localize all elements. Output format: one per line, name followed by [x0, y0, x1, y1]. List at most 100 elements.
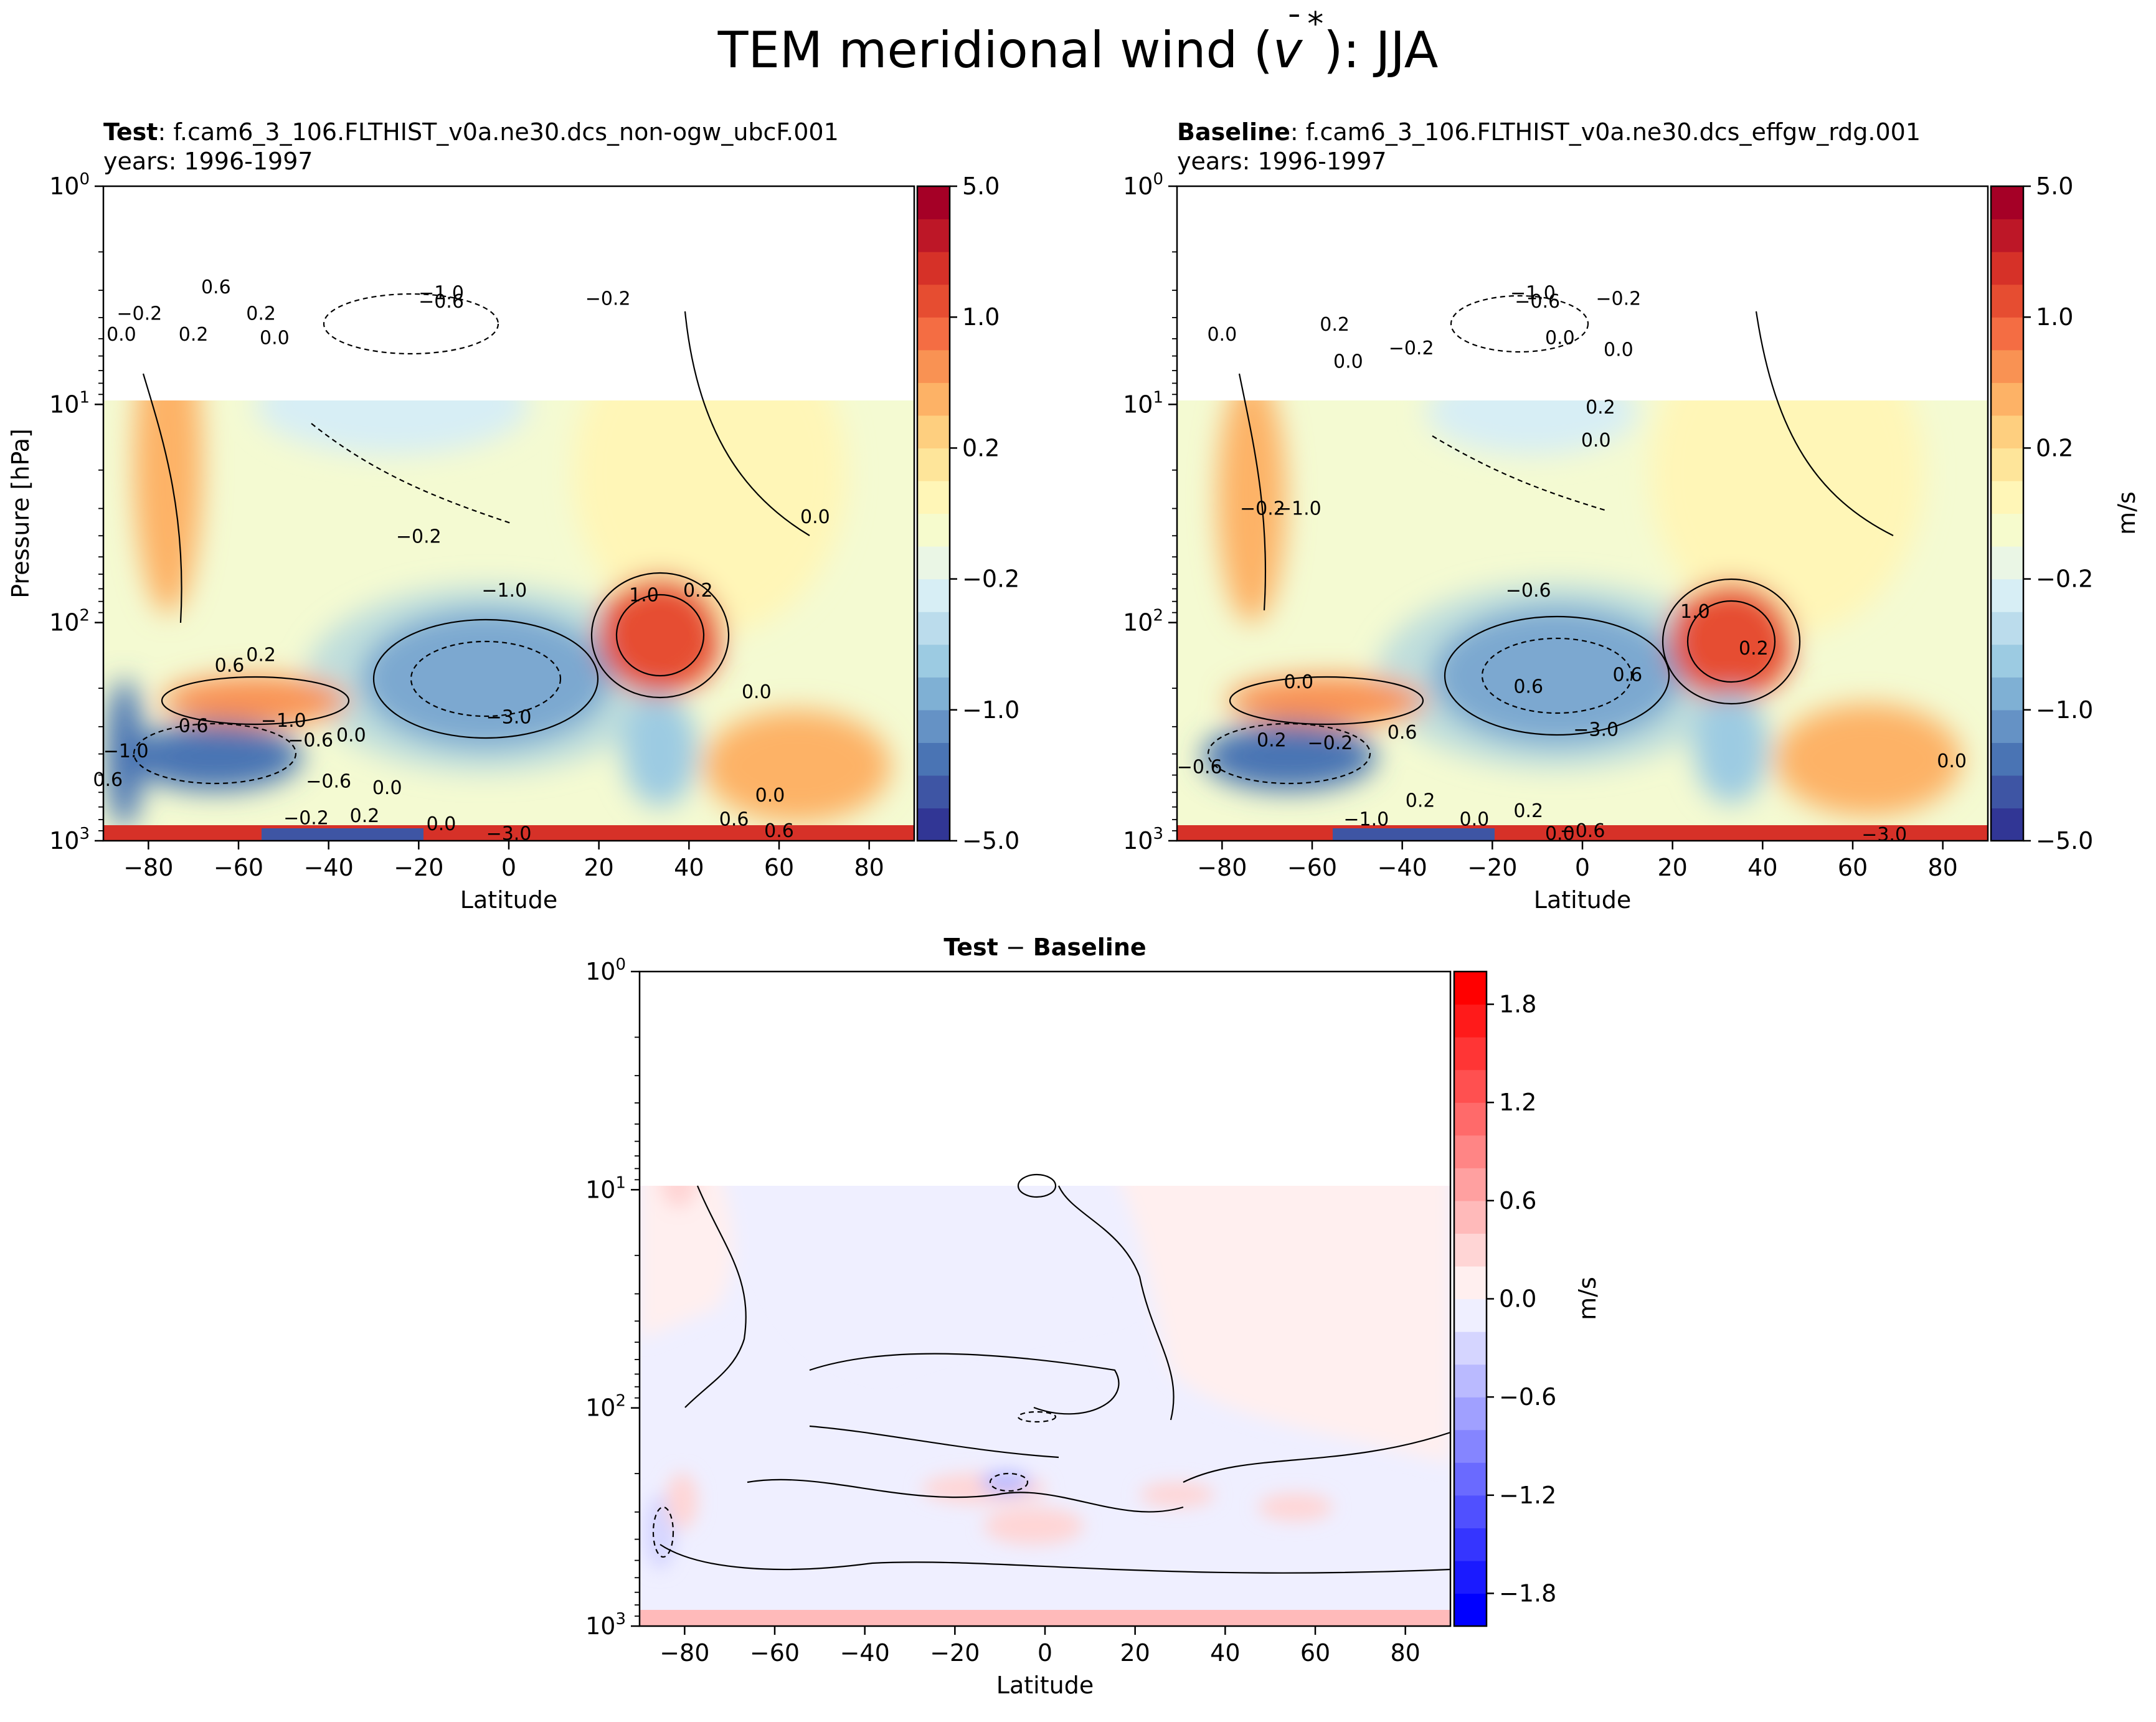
baseline-blob-sh-positive — [1227, 676, 1426, 726]
x-tick-label-baseline: 20 — [1657, 854, 1687, 881]
test-contour-label: −0.2 — [585, 288, 631, 310]
diff-blob-pos-6 — [1258, 1493, 1333, 1521]
test-contour-label: −0.2 — [396, 526, 442, 547]
colorbar-diff-tick-label: 1.2 — [1499, 1089, 1536, 1116]
x-tick-label-test: 80 — [854, 854, 884, 881]
x-tick-label-diff: −80 — [660, 1639, 709, 1667]
axes-baseline: −80 −60 −40 −20 0 20 40 60 80 100 101 102 103 Latitud… — [1123, 170, 1958, 914]
baseline-contour-label: −0.6 — [1506, 580, 1551, 602]
x-tick-label-baseline: 60 — [1838, 854, 1868, 881]
test-contour-label: −0.2 — [116, 303, 162, 325]
figure-title: TEM meridional wind (v¯ *): JJA — [717, 6, 1439, 79]
colorbar-test-swatch — [917, 742, 950, 776]
colorbar-diff-swatch — [1454, 1233, 1487, 1267]
baseline-contour-label: 0.6 — [1513, 676, 1543, 698]
colorbar-diff-tick-label: 0.0 — [1499, 1285, 1536, 1313]
y-tick-label-diff: 102 — [585, 1392, 626, 1422]
baseline-contour-label: −0.2 — [1596, 288, 1641, 310]
colorbar-baseline-frame — [1990, 185, 2025, 842]
test-contours — [133, 293, 810, 785]
baseline-blob-sh-negative — [1202, 722, 1376, 791]
y-tick-label-test: 101 — [49, 388, 90, 418]
colorbar-diff-tick-label: 0.6 — [1499, 1187, 1536, 1214]
baseline-contour-label: 0.6 — [1612, 664, 1642, 686]
axes-test: −80 −60 −40 −20 0 20 40 60 80 100 101 102 103 Latitud… — [7, 170, 884, 914]
x-tick-label-diff: −60 — [750, 1639, 800, 1667]
colorbar-test: 5.0 1.0 0.2 −0.2 −1.0 −5.0 — [916, 173, 1019, 854]
baseline-boundary-layer-negative — [1333, 828, 1495, 841]
x-tick-label-diff: 80 — [1390, 1639, 1420, 1667]
colorbar-baseline-tick-label: 1.0 — [2036, 303, 2073, 331]
colorbar-baseline-swatch — [1991, 709, 2023, 743]
y-tick-label-diff: 100 — [585, 955, 626, 985]
panel-test-years: years: 1996-1997 — [103, 148, 313, 175]
diff-blob-neg-2 — [981, 1471, 1031, 1493]
colorbar-diff-swatch — [1454, 1299, 1487, 1332]
colorbar-baseline-swatch — [1991, 808, 2023, 841]
diff-field — [640, 1076, 1450, 1626]
panel-diff: Test − Baseline — [638, 934, 1452, 1627]
baseline-contour-label: 0.0 — [1284, 671, 1313, 693]
test-contour-label: −1.0 — [103, 740, 149, 762]
test-contour-label: 0.0 — [742, 681, 772, 703]
colorbar-diff-swatch — [1454, 1528, 1487, 1561]
baseline-contour-label: 0.2 — [1320, 314, 1350, 336]
x-axis-label-baseline: Latitude — [1534, 886, 1631, 914]
baseline-contour-labels: 0.0 0.2−1.0−0.6 −0.20.00.0−0.2 0.00.20.0−0.… — [1177, 283, 1967, 846]
colorbar-test-tick-label: 1.0 — [962, 303, 1000, 331]
colorbar-baseline-swatch — [1991, 415, 2023, 448]
diff-top-mask — [640, 1076, 1450, 1186]
baseline-contour-label: 0.6 — [1388, 722, 1417, 744]
test-contour-label: 0.2 — [350, 805, 380, 827]
baseline-blob-nh-positive — [1669, 582, 1794, 701]
diff-blob-pos-5 — [1140, 1482, 1214, 1507]
baseline-contour-label: 1.0 — [1680, 601, 1710, 623]
baseline-contour-label: −3.0 — [1573, 719, 1619, 740]
test-contour-label: 0.2 — [683, 580, 713, 602]
baseline-boundary-layer-positive — [1177, 825, 1988, 841]
test-blob-core-halo — [305, 585, 666, 772]
colorbar-diff-tick-label: 1.8 — [1499, 991, 1536, 1018]
test-blob-polar-negative — [106, 679, 143, 828]
colorbar-test-swatch — [917, 317, 950, 351]
baseline-contour-label: 0.2 — [1513, 800, 1543, 822]
baseline-contour-label: 0.2 — [1257, 730, 1287, 752]
axes-diff: −80 −60 −40 −20 0 20 40 60 80 100 101 102 103 Latitud… — [585, 955, 1421, 1699]
panel-baseline: Baseline: f.cam6_3_106.FLTHIST_v0a.ne30.… — [1176, 118, 1989, 846]
baseline-contour-label: −0.6 — [1560, 820, 1605, 842]
baseline-contour-label: −1.0 — [1343, 808, 1389, 830]
test-blob-sh-negative — [128, 722, 302, 791]
colorbar-test-swatch — [917, 382, 950, 416]
colorbar-diff-swatch — [1454, 1462, 1487, 1496]
test-contour-label: −1.0 — [481, 580, 527, 602]
x-axis-label-test: Latitude — [460, 886, 557, 914]
test-contour-label: 0.2 — [246, 644, 276, 666]
colorbar-diff-swatch — [1454, 1332, 1487, 1365]
test-contour-label: 0.6 — [201, 277, 231, 298]
colorbar-baseline-swatch — [1991, 677, 2023, 711]
colorbar-layer: 5.01.00.2−0.2−1.0−5.05.01.00.2−0.2−1.0−5… — [916, 173, 2140, 1627]
test-contour-label: −0.2 — [283, 807, 329, 829]
colorbar-baseline-swatch — [1991, 546, 2023, 580]
panel-baseline-title: Baseline: f.cam6_3_106.FLTHIST_v0a.ne30.… — [1177, 118, 1921, 146]
panel-diff-title: Test − Baseline — [943, 934, 1146, 961]
baseline-blob-core-halo — [1376, 582, 1738, 769]
colorbar-test-swatch — [917, 546, 950, 580]
x-tick-label-baseline: −20 — [1467, 854, 1517, 881]
baseline-contour-label: 0.0 — [1545, 328, 1575, 349]
colorbar-baseline-swatch — [1991, 775, 2023, 809]
colorbar-test-swatch — [917, 186, 950, 220]
diff-boundary-layer — [640, 1610, 1450, 1626]
colorbar-test-tick-label: −5.0 — [962, 827, 1019, 854]
colorbar-diff-swatch — [1454, 1168, 1487, 1201]
x-tick-label-diff: −40 — [840, 1639, 890, 1667]
y-tick-label-baseline: 100 — [1123, 170, 1163, 200]
colorbar-diff-swatch — [1454, 1135, 1487, 1168]
baseline-contours — [1207, 295, 1894, 785]
colorbar-test-swatch — [917, 612, 950, 645]
colorbar-test-swatch — [917, 644, 950, 678]
colorbar-diff-tick-label: −1.2 — [1499, 1482, 1556, 1509]
colorbar-diff-swatch — [1454, 972, 1487, 1005]
colorbar-baseline-swatch — [1991, 579, 2023, 612]
test-contour-label: −0.6 — [306, 770, 351, 792]
